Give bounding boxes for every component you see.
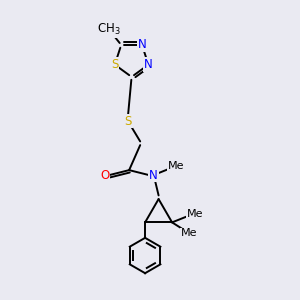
Text: N: N: [138, 38, 146, 51]
Text: O: O: [100, 169, 109, 182]
Text: Me: Me: [187, 209, 204, 219]
Text: S: S: [124, 115, 132, 128]
Text: N: N: [144, 58, 153, 71]
Text: Me: Me: [167, 161, 184, 171]
Text: N: N: [149, 169, 158, 182]
Text: Me: Me: [181, 228, 197, 239]
Text: S: S: [111, 58, 118, 71]
Text: CH$_3$: CH$_3$: [97, 22, 120, 37]
